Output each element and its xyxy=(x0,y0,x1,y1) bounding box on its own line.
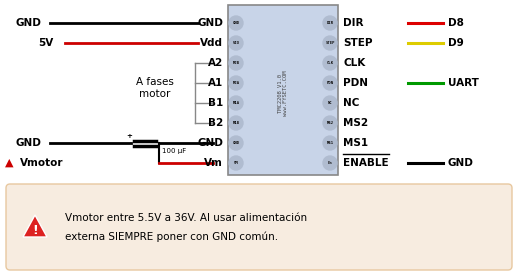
Text: GND: GND xyxy=(197,18,223,28)
Text: M1B: M1B xyxy=(232,121,240,125)
Circle shape xyxy=(323,156,337,170)
Text: CLK: CLK xyxy=(343,58,365,68)
Circle shape xyxy=(229,56,243,70)
Circle shape xyxy=(323,16,337,30)
Text: GND: GND xyxy=(232,21,240,25)
Text: Vmotor entre 5.5V a 36V. Al usar alimentación: Vmotor entre 5.5V a 36V. Al usar aliment… xyxy=(65,213,307,223)
Polygon shape xyxy=(23,215,47,237)
Text: NC: NC xyxy=(328,101,332,105)
Circle shape xyxy=(229,156,243,170)
FancyBboxPatch shape xyxy=(6,184,512,270)
Text: A1: A1 xyxy=(208,78,223,88)
Text: Vm: Vm xyxy=(204,158,223,168)
Text: NC: NC xyxy=(343,98,359,108)
Text: UART: UART xyxy=(448,78,479,88)
Text: ENABLE: ENABLE xyxy=(343,158,388,168)
Text: GND: GND xyxy=(15,18,41,28)
Text: GND: GND xyxy=(197,138,223,148)
Text: Vmotor: Vmotor xyxy=(20,158,63,168)
Text: STEP: STEP xyxy=(343,38,372,48)
Circle shape xyxy=(229,116,243,130)
Text: M2B: M2B xyxy=(232,61,240,65)
Text: 100 µF: 100 µF xyxy=(162,148,186,153)
Text: MS2: MS2 xyxy=(327,121,333,125)
Text: A2: A2 xyxy=(208,58,223,68)
Text: Vdd: Vdd xyxy=(200,38,223,48)
Text: En: En xyxy=(328,161,332,165)
Text: PDN: PDN xyxy=(343,78,368,88)
Text: !: ! xyxy=(32,225,38,237)
Text: DIR: DIR xyxy=(327,21,333,25)
Circle shape xyxy=(323,96,337,110)
Text: D8: D8 xyxy=(448,18,464,28)
Text: B1: B1 xyxy=(208,98,223,108)
Circle shape xyxy=(229,96,243,110)
Text: B2: B2 xyxy=(208,118,223,128)
Text: VIO: VIO xyxy=(232,41,240,45)
Circle shape xyxy=(323,116,337,130)
Text: ▲: ▲ xyxy=(5,158,14,168)
Text: VM: VM xyxy=(233,161,238,165)
Circle shape xyxy=(229,36,243,50)
Text: TMC2208 V1.0
www.FYSETC.COM: TMC2208 V1.0 www.FYSETC.COM xyxy=(278,71,289,116)
Circle shape xyxy=(323,56,337,70)
Text: STEP: STEP xyxy=(325,41,335,45)
FancyBboxPatch shape xyxy=(228,5,338,175)
Circle shape xyxy=(323,76,337,90)
Text: D9: D9 xyxy=(448,38,464,48)
Circle shape xyxy=(229,16,243,30)
Text: PDN: PDN xyxy=(327,81,333,85)
Text: MS1: MS1 xyxy=(343,138,368,148)
Text: 5V: 5V xyxy=(38,38,53,48)
Text: GND: GND xyxy=(15,138,41,148)
Circle shape xyxy=(229,136,243,150)
Text: A fases
motor: A fases motor xyxy=(136,77,174,99)
Circle shape xyxy=(323,36,337,50)
Text: M1A: M1A xyxy=(232,101,240,105)
Text: externa SIEMPRE poner con GND común.: externa SIEMPRE poner con GND común. xyxy=(65,232,278,242)
Text: +: + xyxy=(126,133,132,138)
Text: M2A: M2A xyxy=(232,81,240,85)
Text: MS2: MS2 xyxy=(343,118,368,128)
Circle shape xyxy=(229,76,243,90)
Text: GND: GND xyxy=(448,158,474,168)
Text: DIR: DIR xyxy=(343,18,363,28)
Circle shape xyxy=(323,136,337,150)
Text: CLK: CLK xyxy=(327,61,333,65)
Text: MS1: MS1 xyxy=(327,141,333,145)
Text: GND: GND xyxy=(232,141,240,145)
